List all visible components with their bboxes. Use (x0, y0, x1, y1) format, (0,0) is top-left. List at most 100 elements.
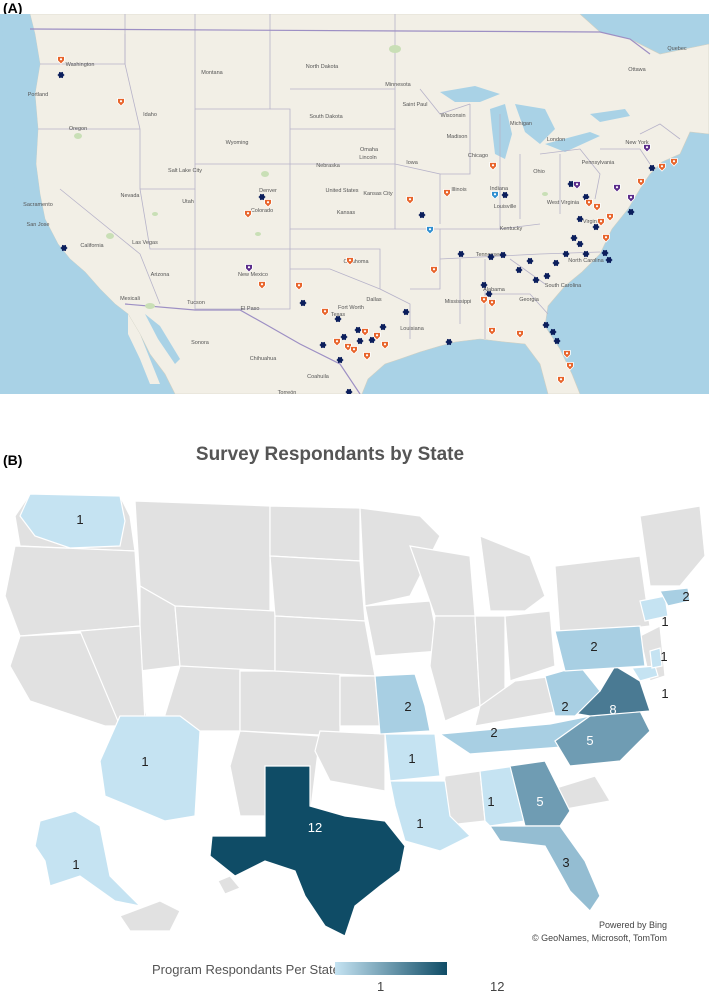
site-marker[interactable] (516, 330, 524, 339)
map-place-label: Nebraska (316, 163, 340, 169)
state-florida (488, 825, 601, 912)
site-marker[interactable] (480, 281, 488, 289)
site-marker[interactable] (299, 299, 307, 307)
site-marker[interactable] (552, 259, 560, 267)
site-marker[interactable] (658, 163, 666, 172)
site-marker[interactable] (344, 343, 352, 352)
site-marker[interactable] (567, 180, 575, 188)
site-marker[interactable] (346, 257, 354, 266)
state-illinois (429, 615, 481, 722)
site-marker[interactable] (576, 240, 584, 248)
site-marker[interactable] (57, 71, 65, 79)
site-marker[interactable] (637, 178, 645, 187)
site-marker[interactable] (601, 249, 609, 257)
site-marker[interactable] (245, 264, 253, 273)
site-marker[interactable] (480, 296, 488, 305)
site-marker[interactable] (373, 332, 381, 341)
site-marker[interactable] (258, 281, 266, 290)
map-place-label: Tucson (187, 300, 205, 306)
site-marker[interactable] (526, 257, 534, 265)
state-pennsylvania (554, 625, 646, 672)
site-marker[interactable] (532, 276, 540, 284)
site-marker[interactable] (582, 193, 590, 201)
site-marker[interactable] (627, 208, 635, 216)
site-marker[interactable] (602, 234, 610, 243)
site-marker[interactable] (563, 350, 571, 359)
site-marker[interactable] (487, 253, 495, 261)
site-marker[interactable] (549, 328, 557, 336)
site-marker[interactable] (443, 189, 451, 198)
state-north-carolina (554, 710, 651, 767)
site-marker[interactable] (361, 328, 369, 337)
site-marker[interactable] (485, 290, 493, 298)
site-marker[interactable] (60, 244, 68, 252)
map-place-label: Chicago (468, 153, 488, 159)
site-marker[interactable] (570, 234, 578, 242)
site-marker[interactable] (333, 338, 341, 347)
site-marker[interactable] (593, 203, 601, 212)
map-place-label: Fort Worth (338, 305, 364, 311)
site-marker[interactable] (117, 98, 125, 107)
site-marker[interactable] (627, 194, 635, 203)
site-marker[interactable] (489, 162, 497, 171)
site-marker[interactable] (491, 191, 499, 200)
site-marker[interactable] (597, 218, 605, 227)
site-marker[interactable] (244, 210, 252, 219)
site-marker[interactable] (356, 337, 364, 345)
site-marker[interactable] (354, 326, 362, 334)
site-marker[interactable] (368, 336, 376, 344)
site-marker[interactable] (613, 184, 621, 193)
site-marker[interactable] (363, 352, 371, 361)
site-marker[interactable] (379, 323, 387, 331)
site-marker[interactable] (648, 164, 656, 172)
site-marker[interactable] (557, 376, 565, 385)
site-marker[interactable] (319, 341, 327, 349)
site-marker[interactable] (562, 250, 570, 258)
site-marker[interactable] (573, 181, 581, 190)
site-marker[interactable] (592, 223, 600, 231)
site-marker[interactable] (499, 251, 507, 259)
site-marker[interactable] (576, 215, 584, 223)
site-marker[interactable] (321, 308, 329, 317)
site-marker[interactable] (295, 282, 303, 291)
site-marker[interactable] (566, 362, 574, 371)
site-marker[interactable] (258, 193, 266, 201)
site-marker[interactable] (585, 199, 593, 208)
site-marker[interactable] (430, 266, 438, 275)
site-marker[interactable] (670, 158, 678, 167)
legend-max-label: 12 (490, 979, 505, 994)
site-marker[interactable] (501, 191, 509, 199)
site-marker[interactable] (336, 356, 344, 364)
site-marker[interactable] (426, 226, 434, 235)
site-marker[interactable] (542, 321, 550, 329)
site-marker[interactable] (418, 211, 426, 219)
site-marker[interactable] (606, 213, 614, 222)
site-marker[interactable] (264, 199, 272, 208)
site-marker[interactable] (457, 250, 465, 258)
site-marker[interactable] (445, 338, 453, 346)
state-value-label: 1 (487, 794, 494, 809)
site-marker[interactable] (605, 256, 613, 264)
state-michigan (479, 535, 546, 612)
map-place-label: Louisville (494, 204, 517, 210)
map-place-label: Utah (182, 199, 194, 205)
site-marker[interactable] (340, 333, 348, 341)
site-marker[interactable] (402, 308, 410, 316)
site-marker[interactable] (582, 250, 590, 258)
site-marker[interactable] (515, 266, 523, 274)
site-marker[interactable] (488, 299, 496, 308)
site-marker[interactable] (334, 315, 342, 323)
site-marker[interactable] (57, 56, 65, 65)
site-marker[interactable] (553, 337, 561, 345)
site-marker[interactable] (488, 327, 496, 336)
site-marker[interactable] (406, 196, 414, 205)
state-nebraska (274, 615, 376, 677)
site-marker[interactable] (381, 341, 389, 350)
site-marker[interactable] (643, 144, 651, 153)
state-colorado (239, 670, 341, 737)
map-place-label: Montana (201, 70, 223, 76)
map-place-label: United States (325, 188, 358, 194)
site-marker[interactable] (543, 272, 551, 280)
site-marker[interactable] (345, 388, 353, 394)
site-marker[interactable] (350, 346, 358, 355)
